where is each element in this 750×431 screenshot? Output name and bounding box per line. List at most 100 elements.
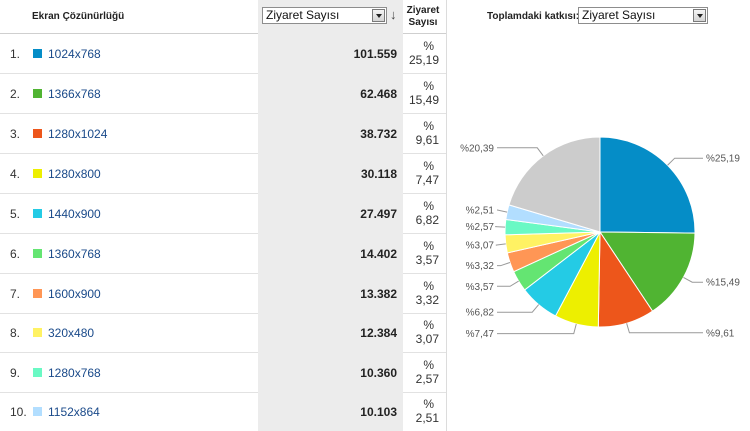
- percent-value: 25,19: [408, 53, 439, 67]
- color-swatch: [33, 129, 42, 138]
- color-swatch: [33, 249, 42, 258]
- percent-value: 6,82: [415, 213, 439, 227]
- pie-label: %2,51: [466, 206, 495, 217]
- pie-leader-line: [497, 261, 511, 267]
- contribution-percent: % 2,51: [403, 397, 443, 425]
- data-table: Ekran Çözünürlüğü Ziyaret Sayısı ↓ Ziyar…: [0, 0, 446, 431]
- value-cell: 10.103: [258, 392, 403, 431]
- contribution-percent: % 3,07: [403, 318, 443, 346]
- resolution-link[interactable]: 1600x900: [48, 287, 101, 301]
- visits-value: 30.118: [360, 167, 397, 181]
- value-cell: 62.468: [258, 74, 403, 114]
- pie-leader-line: [497, 280, 519, 287]
- row-index: 9.: [10, 366, 21, 380]
- resolution-link[interactable]: 1366x768: [48, 87, 101, 101]
- visits-value: 62.468: [360, 87, 397, 101]
- color-swatch: [33, 209, 42, 218]
- percent-value: 15,49: [408, 93, 439, 107]
- pie-label: %20,39: [460, 143, 494, 154]
- contribution-percent: % 6,82: [403, 199, 443, 227]
- percent-symbol: %: [423, 397, 434, 411]
- pie-leader-line: [497, 147, 544, 157]
- contribution-select-value: Ziyaret Sayısı: [582, 8, 656, 22]
- percent-value: 7,47: [415, 173, 439, 187]
- pie-label: %3,32: [466, 261, 495, 272]
- table-row: 6. 1360x768 14.402% 3,57: [0, 234, 446, 274]
- table-row: 5. 1440x900 27.497% 6,82: [0, 194, 446, 234]
- visits-value: 12.384: [360, 326, 397, 340]
- pie-label: %3,57: [466, 282, 495, 293]
- metric-select[interactable]: Ziyaret Sayısı: [262, 7, 387, 24]
- pie-leader-line: [495, 243, 506, 246]
- resolution-link[interactable]: 1024x768: [48, 47, 101, 61]
- dimension-column-header[interactable]: Ekran Çözünürlüğü: [32, 11, 125, 22]
- pie-label: %9,61: [706, 328, 735, 339]
- pie-chart: %25,19 %15,49 %9,61 %7,47 %6,82 %3,57 %3,32 %3,…: [460, 136, 740, 340]
- percent-symbol: %: [423, 119, 434, 133]
- row-index: 10.: [10, 405, 27, 419]
- percent-symbol: %: [423, 279, 434, 293]
- resolution-link[interactable]: 320x480: [48, 326, 95, 340]
- row-index: 1.: [10, 47, 21, 61]
- percent-symbol: %: [423, 39, 434, 53]
- visits-value: 14.402: [360, 247, 397, 261]
- pie-slice[interactable]: [599, 136, 696, 234]
- visits-value: 10.360: [360, 366, 397, 380]
- row-index: 6.: [10, 247, 21, 261]
- color-swatch: [33, 289, 42, 298]
- pie-slice[interactable]: [508, 136, 601, 233]
- visits-value: 38.732: [360, 127, 397, 141]
- resolution-link[interactable]: 1152x864: [48, 405, 100, 419]
- table-row: 7. 1600x900 13.382% 3,32: [0, 274, 446, 314]
- value-cell: 27.497: [258, 194, 403, 234]
- contribution-percent: % 3,57: [403, 239, 443, 267]
- metric-select-value: Ziyaret Sayısı: [266, 8, 340, 22]
- resolution-link[interactable]: 1360x768: [48, 247, 101, 261]
- visits-value: 27.497: [360, 207, 397, 221]
- pie-leader-line: [497, 323, 577, 335]
- dropdown-arrow-icon[interactable]: [693, 9, 706, 22]
- dropdown-arrow-icon[interactable]: [372, 9, 385, 22]
- color-swatch: [33, 169, 42, 178]
- contribution-percent: % 7,47: [403, 159, 443, 187]
- contribution-percent: % 15,49: [403, 79, 443, 107]
- percent-value: 2,51: [415, 411, 439, 425]
- resolution-link[interactable]: 1280x768: [48, 366, 101, 380]
- percent-value: 3,57: [415, 253, 439, 267]
- pie-slice[interactable]: [599, 231, 696, 312]
- percent-symbol: %: [423, 318, 434, 332]
- percent-symbol: %: [423, 239, 434, 253]
- visits-value: 10.103: [360, 405, 397, 419]
- table-row: 2. 1366x768 62.468% 15,49: [0, 74, 446, 114]
- value-cell: 38.732: [258, 114, 403, 154]
- contribution-select[interactable]: Ziyaret Sayısı: [578, 7, 708, 24]
- contribution-percent: % 2,57: [403, 358, 443, 386]
- pie-label: %15,49: [706, 278, 740, 289]
- resolution-link[interactable]: 1440x900: [48, 207, 101, 221]
- row-index: 4.: [10, 167, 21, 181]
- resolution-link[interactable]: 1280x800: [48, 167, 101, 181]
- color-swatch: [33, 407, 42, 416]
- contribution-panel: Toplamdaki katkısı: Ziyaret Sayısı %25,1…: [446, 0, 750, 431]
- pie-leader-line: [495, 226, 506, 228]
- sort-descending-icon[interactable]: ↓: [390, 7, 397, 22]
- row-index: 3.: [10, 127, 21, 141]
- resolution-link[interactable]: 1280x1024: [48, 127, 108, 141]
- contribution-percent: % 9,61: [403, 119, 443, 147]
- percent-symbol: %: [423, 79, 434, 93]
- table-row: 4. 1280x800 30.118 % 7,47: [0, 154, 446, 194]
- contribution-percent: % 25,19: [403, 39, 443, 67]
- percent-value: 3,07: [415, 332, 439, 346]
- pie-leader-line: [683, 276, 703, 283]
- pie-leader-line: [497, 209, 508, 213]
- pie-label: %25,19: [706, 154, 740, 165]
- metric-column-header[interactable]: Ziyaret Sayısı: [406, 5, 440, 28]
- row-index: 2.: [10, 87, 21, 101]
- pie-leader-line: [497, 304, 540, 313]
- value-cell: 12.384: [258, 313, 403, 353]
- table-row: 9. 1280x768 10.360 % 2,57: [0, 353, 446, 393]
- value-cell: 13.382: [258, 274, 403, 314]
- pie-leader-line: [667, 157, 703, 166]
- value-cell: 30.118: [258, 154, 403, 194]
- color-swatch: [33, 368, 42, 377]
